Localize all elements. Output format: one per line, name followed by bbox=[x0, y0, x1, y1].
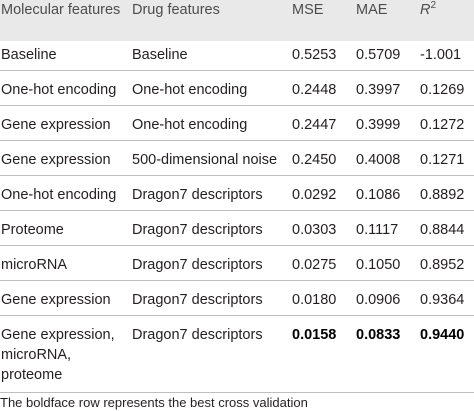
cell-mae: 0.0833 bbox=[356, 315, 420, 390]
cell-molecular: One-hot encoding bbox=[0, 70, 132, 106]
cell-molecular: One-hot encoding bbox=[0, 175, 132, 211]
cell-drug: One-hot encoding bbox=[132, 70, 292, 106]
cell-molecular: Gene expression bbox=[0, 280, 132, 316]
header-mse: MSE bbox=[292, 2, 324, 18]
cell-mse: 0.2448 bbox=[292, 70, 356, 106]
cell-drug: Dragon7 descriptors bbox=[132, 175, 292, 211]
cell-mse: 0.0275 bbox=[292, 245, 356, 281]
table-row: microRNA Dragon7 descriptors 0.0275 0.10… bbox=[0, 245, 474, 281]
cell-mse: 0.0158 bbox=[292, 315, 356, 390]
cell-mse: 0.5253 bbox=[292, 47, 337, 63]
cell-mae: 0.3997 bbox=[356, 70, 420, 106]
header-r2-symbol: R2 bbox=[420, 0, 437, 19]
cell-r2: 0.9440 bbox=[420, 315, 474, 390]
table-row: Gene expression One-hot encoding 0.2447 … bbox=[0, 105, 474, 141]
cell-drug: One-hot encoding bbox=[132, 105, 292, 141]
cell-mae: 0.1086 bbox=[356, 175, 420, 211]
table-row-best: Gene expression, microRNA, proteome Drag… bbox=[0, 315, 474, 390]
header-r2-superscript: 2 bbox=[430, 0, 437, 11]
cell-r2: 0.9364 bbox=[420, 280, 474, 316]
cell-molecular: Proteome bbox=[0, 210, 132, 246]
cell-mae: 0.5709 bbox=[356, 47, 401, 63]
results-table: Molecular features Drug features MSE MAE… bbox=[0, 0, 474, 390]
cell-drug: Dragon7 descriptors bbox=[132, 315, 292, 390]
cell-mse: 0.2450 bbox=[292, 140, 356, 176]
cell-mae: 0.1117 bbox=[356, 210, 420, 246]
cell-mae: 0.0906 bbox=[356, 280, 420, 316]
results-table-container: Molecular features Drug features MSE MAE… bbox=[0, 0, 474, 390]
table-row: Proteome Dragon7 descriptors 0.0303 0.11… bbox=[0, 210, 474, 246]
table-header: Molecular features Drug features MSE MAE… bbox=[0, 0, 474, 41]
header-drug-features: Drug features bbox=[132, 2, 220, 18]
cell-mae: 0.4008 bbox=[356, 140, 420, 176]
table-row: Baseline Baseline 0.5253 0.5709 -1.001 bbox=[0, 41, 474, 71]
table-row: One-hot encoding Dragon7 descriptors 0.0… bbox=[0, 175, 474, 211]
cell-molecular: Gene expression bbox=[0, 140, 132, 176]
cell-mse: 0.0303 bbox=[292, 210, 356, 246]
cell-molecular: microRNA bbox=[0, 245, 132, 281]
cell-drug: Baseline bbox=[132, 47, 188, 63]
header-row: Molecular features Drug features MSE MAE… bbox=[0, 0, 474, 41]
table-row: One-hot encoding One-hot encoding 0.2448… bbox=[0, 70, 474, 106]
cell-molecular: Baseline bbox=[1, 47, 57, 63]
cell-drug: Dragon7 descriptors bbox=[132, 210, 292, 246]
header-molecular-features: Molecular features bbox=[1, 2, 121, 18]
cell-r2: 0.1271 bbox=[420, 140, 474, 176]
header-r2: R2 bbox=[420, 0, 474, 41]
cell-r2: 0.8952 bbox=[420, 245, 474, 281]
cell-molecular: Gene expression bbox=[0, 105, 132, 141]
table-row: Gene expression Dragon7 descriptors 0.01… bbox=[0, 280, 474, 316]
cell-mse: 0.2447 bbox=[292, 105, 356, 141]
table-footnote: The boldface row represents the best cro… bbox=[0, 392, 474, 411]
header-r2-base: R bbox=[420, 2, 431, 18]
cell-mse: 0.0292 bbox=[292, 175, 356, 211]
cell-r2: 0.1269 bbox=[420, 70, 474, 106]
cell-molecular: Gene expression, microRNA, proteome bbox=[0, 315, 132, 390]
cell-drug: 500-dimensional noise bbox=[132, 140, 292, 176]
cell-drug: Dragon7 descriptors bbox=[132, 245, 292, 281]
cell-r2: -1.001 bbox=[420, 47, 462, 63]
cell-r2: 0.1272 bbox=[420, 105, 474, 141]
cell-mae: 0.3999 bbox=[356, 105, 420, 141]
table-row: Gene expression 500-dimensional noise 0.… bbox=[0, 140, 474, 176]
table-body: Baseline Baseline 0.5253 0.5709 -1.001 O… bbox=[0, 41, 474, 390]
cell-mse: 0.0180 bbox=[292, 280, 356, 316]
header-mae: MAE bbox=[356, 2, 388, 18]
cell-mae: 0.1050 bbox=[356, 245, 420, 281]
cell-r2: 0.8844 bbox=[420, 210, 474, 246]
cell-drug: Dragon7 descriptors bbox=[132, 280, 292, 316]
cell-r2: 0.8892 bbox=[420, 175, 474, 211]
